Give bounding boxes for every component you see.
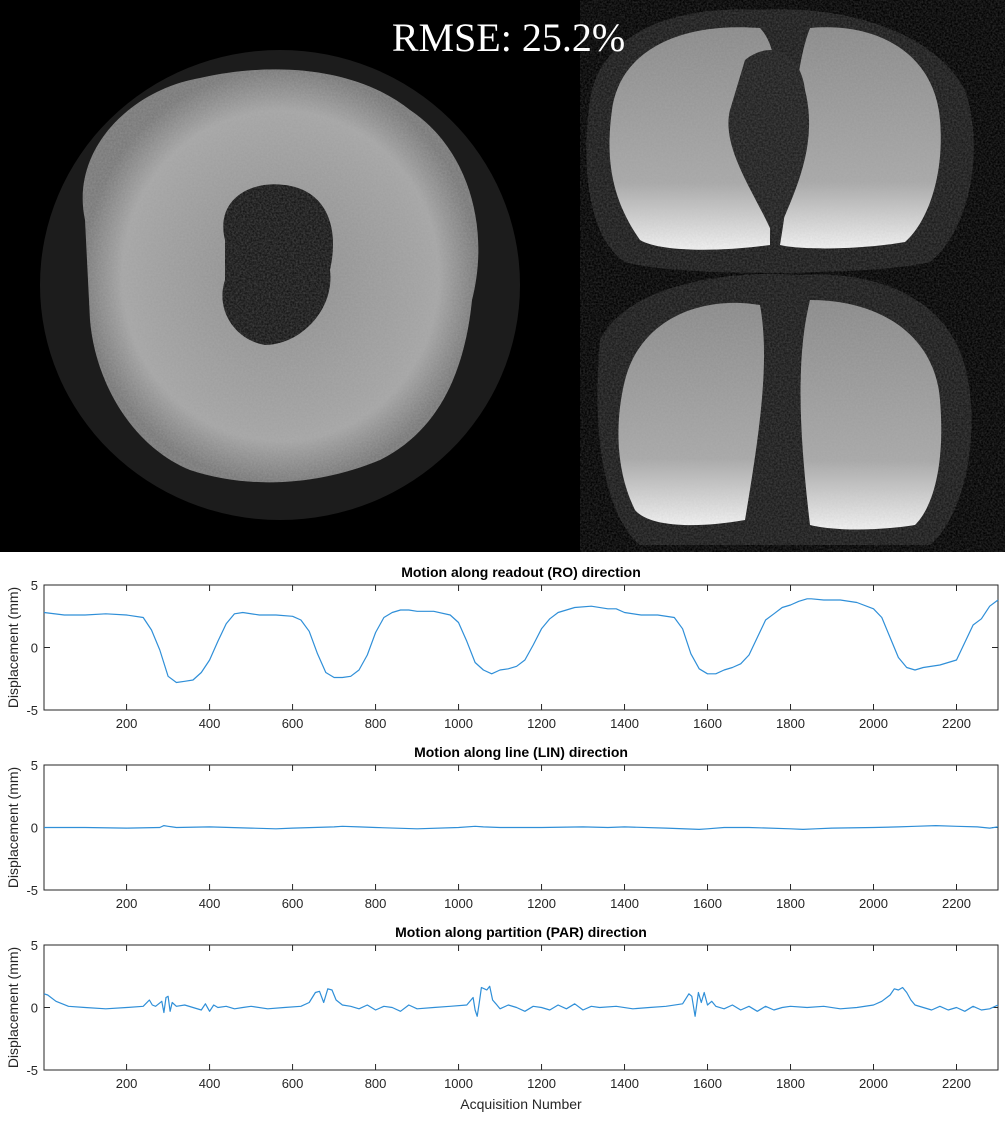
plot-3-ytick-label: 5	[31, 938, 38, 953]
plot-3-xtick-label: 1000	[444, 1076, 473, 1091]
plot-1-title: Motion along readout (RO) direction	[401, 564, 641, 580]
plot-3-ytick-label: -5	[26, 1063, 38, 1078]
plot-2-xtick-label: 1000	[444, 896, 473, 911]
plot-2-xtick-label: 200	[116, 896, 138, 911]
plot-1-xtick-label: 800	[365, 716, 387, 731]
motion-plots: Motion along readout (RO) direction Displ…	[0, 552, 1005, 1122]
plot-1-ytick-label: 0	[31, 641, 38, 656]
plot-3-xtick-label: 1200	[527, 1076, 556, 1091]
plot-1-ytick-label: 5	[31, 578, 38, 593]
plot-1-xtick-label: 2200	[942, 716, 971, 731]
plot-1-xtick-label: 1200	[527, 716, 556, 731]
plot-3-xtick-label: 1800	[776, 1076, 805, 1091]
plot-2-ytick-label: 0	[31, 821, 38, 836]
plot-3-xtick-label: 400	[199, 1076, 221, 1091]
plot-1-xtick-label: 400	[199, 716, 221, 731]
plot-2-series-line	[44, 825, 999, 830]
plot-3-xtick-label: 1600	[693, 1076, 722, 1091]
plot-2-ylabel: Displacement (mm)	[5, 767, 21, 888]
mri-image-panel: RMSE: 25.2%	[0, 0, 1005, 552]
plot-2-xtick-label: 1800	[776, 896, 805, 911]
plot-2-xtick-label: 2200	[942, 896, 971, 911]
plot-3-xtick-label: 2000	[859, 1076, 888, 1091]
plot-3-xtick-label: 1400	[610, 1076, 639, 1091]
plot-3-xtick-label: 2200	[942, 1076, 971, 1091]
rmse-label: RMSE: 25.2%	[391, 15, 626, 60]
plot-3-ytick-label: 0	[31, 1001, 38, 1016]
plot-1-xtick-label: 1400	[610, 716, 639, 731]
plot-3-title: Motion along partition (PAR) direction	[395, 924, 647, 940]
plot-1-xtick-label: 600	[282, 716, 304, 731]
plot-2-xtick-label: 800	[365, 896, 387, 911]
plot-3-xtick-label: 600	[282, 1076, 304, 1091]
plot-2-xtick-label: 1600	[693, 896, 722, 911]
plot-1-xtick-label: 1000	[444, 716, 473, 731]
plot-1-xtick-label: 2000	[859, 716, 888, 731]
plot-2-xtick-label: 1200	[527, 896, 556, 911]
plot-1-xtick-label: 1800	[776, 716, 805, 731]
plot-2-xtick-label: 600	[282, 896, 304, 911]
plot-1-axes-box	[43, 584, 999, 711]
plot-3-series-line	[43, 985, 999, 1017]
plot-1-ytick-label: -5	[26, 703, 38, 718]
plot-1-series-line	[43, 598, 999, 684]
plot-2-ytick-label: -5	[26, 883, 38, 898]
plot-2-title: Motion along line (LIN) direction	[414, 744, 628, 760]
plot-2-xtick-label: 1400	[610, 896, 639, 911]
plot-1-xtick-label: 1600	[693, 716, 722, 731]
plot-1-xtick-label: 200	[116, 716, 138, 731]
motion-plots-svg: Motion along readout (RO) direction Displ…	[5, 564, 999, 1112]
plot-2-xtick-label: 400	[199, 896, 221, 911]
plot-1-ylabel: Displacement (mm)	[5, 587, 21, 708]
plot-3-ylabel: Displacement (mm)	[5, 947, 21, 1068]
mri-image	[40, 0, 1005, 552]
plot-2-xtick-label: 2000	[859, 896, 888, 911]
plot-3-xlabel: Acquisition Number	[460, 1096, 582, 1112]
plot-2-ytick-label: 5	[31, 758, 38, 773]
plot-3-xtick-label: 800	[365, 1076, 387, 1091]
plot-3-xtick-label: 200	[116, 1076, 138, 1091]
